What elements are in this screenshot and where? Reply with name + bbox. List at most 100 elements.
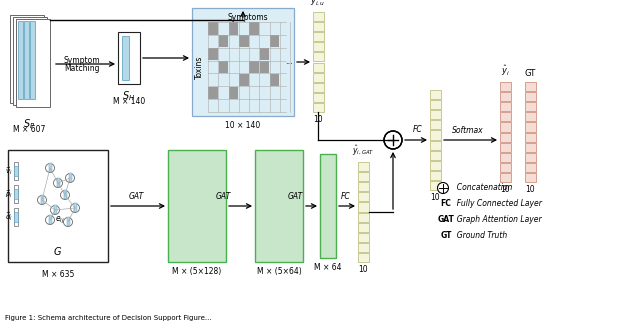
Text: 10: 10 xyxy=(430,193,440,202)
Bar xyxy=(54,205,56,214)
Text: Softmax: Softmax xyxy=(452,126,484,135)
Bar xyxy=(313,12,324,21)
Bar xyxy=(192,8,294,116)
Text: $\vec{p}_i$: $\vec{p}_i$ xyxy=(5,188,13,200)
Text: Concatenation: Concatenation xyxy=(452,184,513,193)
Bar xyxy=(168,150,226,262)
Bar xyxy=(358,243,369,252)
Circle shape xyxy=(54,178,63,187)
Text: M × 64: M × 64 xyxy=(314,263,342,272)
Bar xyxy=(525,112,536,121)
Bar xyxy=(239,35,249,48)
Bar xyxy=(430,141,441,150)
Bar xyxy=(14,185,18,203)
Bar xyxy=(208,87,218,99)
Bar xyxy=(525,143,536,152)
Text: 10 × 140: 10 × 140 xyxy=(225,121,260,130)
Circle shape xyxy=(438,183,449,194)
Bar xyxy=(500,112,511,121)
Text: Ground Truth: Ground Truth xyxy=(452,231,508,240)
Bar xyxy=(18,21,23,99)
Circle shape xyxy=(61,190,70,199)
Text: $\vec{v}_i$: $\vec{v}_i$ xyxy=(6,165,13,177)
Text: Toxins: Toxins xyxy=(195,55,204,79)
Text: Graph Attention Layer: Graph Attention Layer xyxy=(452,215,541,224)
Bar xyxy=(14,212,18,222)
Bar xyxy=(500,133,511,142)
Bar xyxy=(500,82,511,91)
Bar xyxy=(313,93,324,102)
Bar xyxy=(525,102,536,111)
Bar xyxy=(525,82,536,91)
Bar xyxy=(430,110,441,119)
Bar xyxy=(260,61,269,73)
Bar xyxy=(500,122,511,132)
Bar xyxy=(63,190,67,199)
Text: M × 140: M × 140 xyxy=(113,97,145,106)
Bar xyxy=(10,15,44,103)
Bar xyxy=(430,130,441,140)
Circle shape xyxy=(70,204,79,213)
Text: GAT: GAT xyxy=(216,192,230,201)
Bar xyxy=(313,63,324,72)
Bar xyxy=(313,52,324,62)
Bar xyxy=(525,153,536,162)
Bar xyxy=(500,173,511,182)
Bar xyxy=(525,173,536,182)
Text: Figure 1: Schema architecture of Decision Support Figure...: Figure 1: Schema architecture of Decisio… xyxy=(5,315,212,321)
Bar xyxy=(358,203,369,212)
Text: Symptom: Symptom xyxy=(64,56,100,65)
Bar xyxy=(500,143,511,152)
Text: GAT: GAT xyxy=(438,215,455,224)
Bar xyxy=(313,83,324,92)
Bar xyxy=(358,233,369,242)
Text: Fully Connected Layer: Fully Connected Layer xyxy=(452,199,542,209)
Bar xyxy=(430,161,441,170)
Bar xyxy=(525,163,536,172)
Bar xyxy=(208,48,218,60)
Bar xyxy=(313,22,324,31)
Bar xyxy=(8,150,108,262)
Bar xyxy=(14,166,18,176)
Bar xyxy=(40,195,44,204)
Bar xyxy=(500,153,511,162)
Text: $e_{ij}$: $e_{ij}$ xyxy=(55,215,65,226)
Circle shape xyxy=(38,195,47,204)
Bar xyxy=(14,208,18,226)
Text: GT: GT xyxy=(524,69,536,78)
Text: $\mathbf{\it{S_P}}$: $\mathbf{\it{S_P}}$ xyxy=(23,117,35,131)
Bar xyxy=(239,74,249,86)
Bar xyxy=(68,173,72,182)
Bar xyxy=(358,222,369,232)
Bar xyxy=(313,32,324,41)
Bar xyxy=(218,35,228,48)
Bar xyxy=(229,87,239,99)
Circle shape xyxy=(45,215,54,224)
Text: M × (5×128): M × (5×128) xyxy=(172,267,221,276)
Bar xyxy=(270,74,280,86)
Bar xyxy=(250,22,259,35)
Bar xyxy=(430,171,441,180)
Bar xyxy=(229,22,239,35)
Text: $\hat{y}_{i,GAT}$: $\hat{y}_{i,GAT}$ xyxy=(352,144,374,158)
Bar xyxy=(313,103,324,112)
Text: Symptoms: Symptoms xyxy=(228,13,268,22)
Bar xyxy=(525,92,536,101)
Bar xyxy=(320,154,336,258)
Text: 10: 10 xyxy=(358,265,368,274)
Bar xyxy=(260,48,269,60)
Text: $\hat{y}_i$: $\hat{y}_i$ xyxy=(500,64,509,78)
Bar xyxy=(14,162,18,180)
Bar xyxy=(430,151,441,160)
Bar xyxy=(250,61,259,73)
Bar xyxy=(255,150,303,262)
Bar xyxy=(500,92,511,101)
Bar xyxy=(525,122,536,132)
Circle shape xyxy=(51,205,60,214)
Bar xyxy=(313,73,324,82)
Text: GAT: GAT xyxy=(129,192,143,201)
Text: GT: GT xyxy=(441,231,452,240)
Bar xyxy=(270,35,280,48)
Circle shape xyxy=(63,218,72,227)
Text: ...: ... xyxy=(285,57,293,66)
